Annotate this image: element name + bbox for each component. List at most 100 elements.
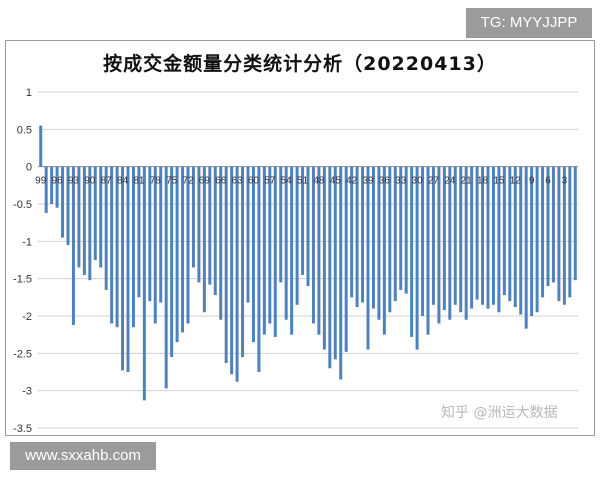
x-tick-label: 42 (346, 176, 358, 187)
site-watermark: www.sxxahb.com (10, 442, 156, 470)
x-tick-label: 78 (150, 176, 162, 187)
bar-89 (93, 166, 97, 260)
bar-79 (148, 166, 152, 302)
bar-75 (170, 166, 174, 358)
y-tick-label: -1.5 (13, 274, 32, 286)
bar-63 (235, 166, 239, 382)
bar-60 (251, 166, 255, 343)
bar-72 (186, 166, 190, 324)
bar-76 (164, 166, 168, 389)
x-tick-label: 36 (379, 176, 391, 187)
bar-59 (257, 166, 261, 372)
x-tick-label: 33 (395, 176, 407, 187)
bar-41 (355, 166, 359, 308)
bar-20 (470, 166, 474, 309)
x-tick-label: 9 (529, 176, 535, 187)
bar-82 (131, 166, 135, 328)
bar-15 (497, 166, 501, 313)
x-tick-label: 60 (248, 176, 260, 187)
bar-83 (126, 166, 130, 372)
bar-47 (322, 166, 326, 350)
x-tick-label: 84 (117, 176, 129, 187)
bar-81 (137, 166, 141, 298)
chart-title: 按成交金额量分类统计分析（20220413） (103, 53, 497, 75)
bar-70 (197, 166, 201, 283)
x-tick-label: 15 (493, 176, 505, 187)
bar-49 (311, 166, 315, 324)
x-tick-label: 66 (215, 176, 227, 187)
x-tick-label: 6 (545, 176, 551, 187)
y-tick-label: -2 (22, 311, 32, 323)
bar-97 (50, 166, 54, 204)
y-tick-label: -3.5 (13, 423, 32, 435)
bar-42 (350, 166, 354, 298)
bar-71 (191, 166, 195, 268)
bar-11 (519, 166, 523, 315)
y-tick-label: 0.5 (17, 124, 32, 136)
x-tick-label: 75 (166, 176, 178, 187)
bar-27 (431, 166, 435, 305)
bar-22 (459, 166, 463, 313)
x-tick-label: 45 (330, 176, 342, 187)
bar-8 (535, 166, 539, 313)
chart-bars (39, 125, 577, 401)
y-tick-label: 1 (26, 87, 32, 99)
x-tick-label: 51 (297, 176, 309, 187)
bar-19 (475, 166, 479, 300)
x-tick-label: 12 (510, 176, 522, 187)
bar-17 (486, 166, 490, 309)
bar-50 (306, 166, 310, 287)
bar-92 (77, 166, 81, 268)
y-tick-label: -2.5 (13, 348, 32, 360)
x-tick-label: 72 (182, 176, 194, 187)
bar-99 (39, 125, 43, 167)
bar-16 (491, 166, 495, 305)
bar-69 (202, 166, 206, 313)
bar-45 (333, 166, 337, 360)
bar-55 (279, 166, 283, 283)
bar-37 (377, 166, 381, 320)
bar-6 (546, 166, 550, 287)
bar-62 (241, 166, 245, 358)
bar-94 (66, 166, 70, 246)
bar-57 (268, 166, 272, 324)
x-tick-label: 57 (264, 176, 276, 187)
x-tick-label: 90 (84, 176, 96, 187)
bar-10 (524, 166, 528, 329)
bar-38 (371, 166, 375, 309)
bar-86 (110, 166, 114, 324)
bar-35 (388, 166, 392, 313)
bar-9 (530, 166, 534, 316)
bar-12 (513, 166, 517, 308)
bar-29 (421, 166, 425, 316)
bar-56 (273, 166, 277, 337)
bar-98 (44, 166, 48, 213)
bar-78 (153, 166, 157, 324)
bar-2 (568, 166, 572, 298)
bar-88 (99, 166, 103, 268)
bar-1 (573, 166, 577, 281)
x-tick-label: 18 (477, 176, 489, 187)
bar-5 (551, 166, 555, 283)
bar-21 (464, 166, 468, 320)
bar-3 (562, 166, 566, 305)
bar-74 (175, 166, 179, 343)
y-tick-label: -1 (22, 236, 32, 248)
bar-80 (142, 166, 146, 401)
tg-watermark: TG: MYYJJPP (466, 8, 592, 38)
bar-52 (295, 166, 299, 305)
y-axis-ticks: 1 0.5 0 -0.5 -1 -1.5 -2 -2.5 -3 -3.5 (13, 87, 32, 435)
x-tick-label: 27 (428, 176, 440, 187)
x-tick-label: 24 (444, 176, 456, 187)
x-tick-label: 54 (281, 176, 293, 187)
bar-84 (121, 166, 125, 371)
bar-65 (224, 166, 228, 364)
bar-95 (61, 166, 65, 238)
bar-46 (328, 166, 332, 369)
x-tick-label: 69 (199, 176, 211, 187)
bar-73 (181, 166, 185, 333)
bar-90 (88, 166, 92, 281)
bar-58 (262, 166, 266, 335)
x-tick-label: 63 (232, 176, 244, 187)
